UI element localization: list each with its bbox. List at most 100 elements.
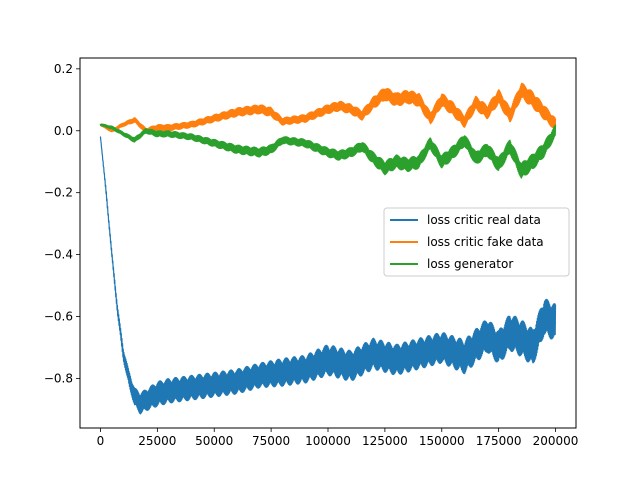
data-point: [236, 380, 238, 383]
data-point: [350, 108, 352, 110]
data-point: [418, 353, 420, 355]
series-0: [99, 136, 557, 415]
data-point: [270, 148, 272, 150]
data-point: [168, 133, 170, 135]
data-point: [372, 102, 375, 104]
data-point: [105, 192, 107, 194]
data-point: [259, 374, 261, 376]
data-point: [509, 145, 511, 147]
data-point: [99, 136, 102, 138]
data-point: [520, 170, 522, 172]
data-point: [156, 127, 158, 129]
data-point: [327, 151, 329, 154]
y-tick-label: −0.2: [44, 186, 73, 200]
data-point: [441, 161, 443, 163]
data-point: [429, 142, 431, 144]
data-point: [281, 371, 284, 373]
data-point: [134, 119, 136, 121]
data-point: [128, 377, 130, 380]
data-point: [327, 359, 329, 361]
data-point: [259, 108, 261, 110]
data-point: [520, 89, 522, 92]
data-point: [498, 346, 500, 349]
data-point: [475, 102, 477, 104]
legend-label: loss generator: [427, 257, 513, 271]
data-point: [372, 353, 375, 355]
y-tick-label: 0.2: [54, 62, 73, 76]
data-point: [520, 337, 522, 339]
data-point: [236, 111, 238, 113]
data-point: [452, 108, 454, 110]
data-point: [543, 315, 545, 318]
data-point: [259, 151, 261, 154]
data-point: [498, 164, 500, 166]
data-point: [145, 399, 147, 401]
data-point: [532, 346, 534, 349]
x-tick-label: 100000: [305, 434, 351, 448]
data-point: [156, 133, 158, 135]
data-point: [111, 130, 113, 132]
x-axis: 0 25000 50000 75000 100000 125000 150000 175000…: [97, 428, 579, 448]
data-point: [429, 117, 431, 119]
data-point: [418, 99, 420, 101]
data-point: [304, 368, 306, 370]
data-point: [338, 154, 340, 157]
legend-box: [383, 207, 570, 277]
x-tick-label: 200000: [533, 434, 579, 448]
data-point: [122, 353, 124, 355]
data-point: [486, 148, 488, 150]
legend: loss critic real data loss critic fake da…: [383, 207, 570, 277]
x-tick-label: 75000: [252, 434, 290, 448]
data-point: [145, 130, 147, 132]
data-point: [543, 111, 545, 113]
data-point: [498, 96, 500, 98]
data-point: [395, 99, 397, 101]
data-point: [441, 346, 443, 349]
data-point: [384, 93, 386, 95]
data-point: [407, 164, 409, 166]
legend-label: loss critic real data: [427, 213, 541, 227]
data-point: [213, 117, 215, 119]
y-axis: −0.8 −0.6 −0.4 −0.2 0.0 0.2: [44, 62, 80, 385]
data-point: [452, 151, 454, 154]
y-tick-label: −0.4: [44, 248, 73, 262]
data-point: [134, 396, 136, 398]
series-line: [99, 82, 557, 134]
x-tick-label: 175000: [476, 434, 522, 448]
data-point: [139, 402, 141, 404]
x-tick-label: 25000: [138, 434, 176, 448]
data-point: [304, 142, 306, 144]
x-tick-label: 150000: [419, 434, 465, 448]
data-point: [168, 390, 170, 392]
data-point: [350, 151, 352, 154]
y-tick-label: −0.6: [44, 310, 73, 324]
data-point: [463, 356, 466, 358]
data-point: [407, 96, 409, 98]
data-point: [509, 114, 511, 116]
data-point: [270, 111, 272, 113]
data-point: [304, 117, 306, 119]
data-point: [554, 130, 557, 132]
data-point: [554, 322, 557, 324]
data-point: [486, 111, 488, 113]
series-layer: [99, 82, 557, 415]
data-point: [213, 384, 215, 386]
data-point: [116, 309, 119, 311]
data-point: [134, 139, 136, 141]
data-point: [213, 142, 215, 144]
data-point: [486, 334, 488, 336]
data-point: [122, 133, 124, 135]
legend-label: loss critic fake data: [427, 235, 544, 249]
data-point: [509, 331, 511, 333]
data-point: [281, 120, 284, 123]
data-point: [532, 161, 534, 163]
data-point: [111, 127, 113, 129]
data-point: [99, 123, 102, 126]
x-tick-label: 125000: [362, 434, 408, 448]
data-point: [543, 148, 545, 150]
data-point: [236, 148, 238, 150]
y-tick-label: 0.0: [54, 124, 73, 138]
data-point: [190, 387, 193, 389]
